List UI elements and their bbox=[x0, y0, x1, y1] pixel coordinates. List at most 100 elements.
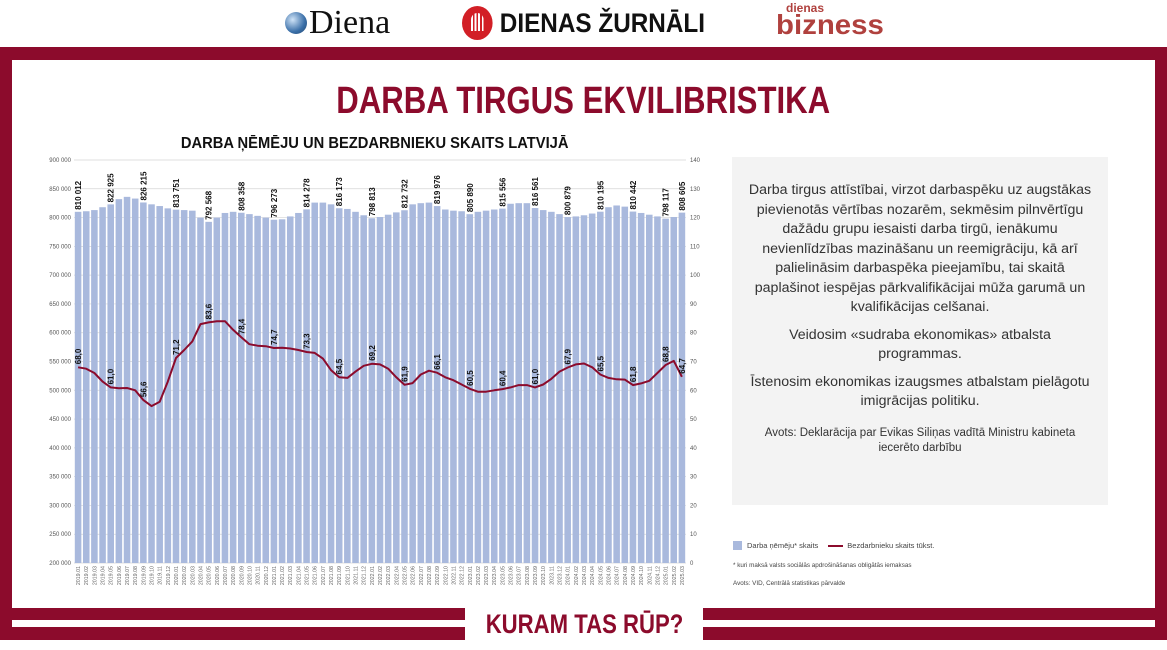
x-tick-label: 2021.12 bbox=[362, 566, 368, 585]
x-tick-label: 2022.06 bbox=[411, 566, 417, 585]
bar-data-label: 816 561 bbox=[531, 177, 540, 206]
bar-data-label: 798 117 bbox=[662, 188, 671, 217]
x-tick-label: 2021.03 bbox=[288, 566, 294, 585]
x-tick-label: 2022.09 bbox=[435, 566, 441, 585]
bar-data-label: 810 442 bbox=[629, 180, 638, 209]
bar bbox=[515, 203, 522, 563]
bar bbox=[213, 217, 221, 564]
bar bbox=[393, 212, 400, 563]
bar bbox=[523, 203, 531, 563]
bar bbox=[654, 216, 661, 564]
y-right-tick-label: 80 bbox=[690, 331, 697, 337]
bar bbox=[99, 207, 106, 564]
x-tick-label: 2019.03 bbox=[92, 566, 98, 585]
y-right-tick-label: 140 bbox=[690, 158, 701, 164]
bar bbox=[417, 203, 425, 563]
x-tick-label: 2023.11 bbox=[549, 566, 555, 585]
x-tick-label: 2019.10 bbox=[150, 566, 156, 585]
bar bbox=[425, 202, 433, 564]
x-tick-label: 2020.04 bbox=[198, 566, 204, 585]
x-tick-label: 2019.12 bbox=[166, 566, 172, 585]
unemployment-line bbox=[77, 320, 683, 408]
textbox-source: Avots: Deklarācija par Evikas Siliņas va… bbox=[764, 426, 1076, 454]
x-tick-label: 2022.01 bbox=[370, 566, 376, 585]
x-tick-label: 2024.12 bbox=[655, 566, 661, 585]
y-right-tick-label: 70 bbox=[690, 360, 697, 366]
bar bbox=[82, 211, 90, 563]
bar-data-label: 792 568 bbox=[205, 190, 214, 219]
y-left-tick-label: 900 000 bbox=[49, 158, 71, 164]
x-tick-label: 2024.11 bbox=[647, 566, 653, 585]
bar bbox=[295, 212, 302, 564]
legend-swatch-line bbox=[828, 544, 844, 547]
bar bbox=[490, 209, 498, 564]
bar bbox=[311, 202, 318, 564]
bar bbox=[548, 211, 555, 564]
x-tick-label: 2020.07 bbox=[223, 566, 229, 585]
chart-source: Avots: VID, Centrālā statistikas pārvald… bbox=[733, 580, 846, 587]
y-left-tick-label: 700 000 bbox=[49, 273, 71, 279]
bar bbox=[197, 217, 204, 564]
x-tick-label: 2021.01 bbox=[272, 566, 278, 585]
legend-swatch-bars bbox=[733, 541, 742, 550]
x-tick-label: 2022.08 bbox=[427, 566, 433, 585]
y-right-tick-label: 90 bbox=[690, 302, 697, 308]
bar bbox=[123, 196, 131, 564]
textbox-paragraph: Darba tirgus attīstībai, virzot darbaspē… bbox=[748, 182, 1092, 315]
bar bbox=[270, 219, 278, 564]
x-tick-label: 2021.10 bbox=[345, 566, 351, 585]
bar-data-label: 808 358 bbox=[237, 181, 246, 210]
line-data-label: 61,0 bbox=[531, 368, 540, 384]
diena-logo: Diena bbox=[285, 4, 390, 42]
bar bbox=[572, 216, 580, 564]
line-data-label: 61,8 bbox=[629, 366, 638, 382]
x-tick-label: 2022.07 bbox=[419, 566, 425, 585]
x-tick-label: 2019.04 bbox=[101, 566, 107, 585]
x-tick-label: 2019.08 bbox=[133, 566, 139, 585]
bar bbox=[580, 215, 588, 564]
x-tick-label: 2020.12 bbox=[264, 566, 270, 585]
bar bbox=[262, 217, 270, 564]
x-tick-label: 2021.04 bbox=[296, 566, 302, 585]
bar bbox=[662, 218, 669, 563]
textbox-paragraph: Veidosim «sudraba ekonomikas» atbalsta p… bbox=[789, 326, 1051, 363]
bar bbox=[384, 214, 392, 563]
x-tick-label: 2019.11 bbox=[158, 566, 164, 585]
bar bbox=[352, 211, 359, 564]
y-right-tick-label: 0 bbox=[690, 561, 694, 567]
line-data-label: 68,8 bbox=[662, 346, 671, 362]
bar bbox=[670, 216, 678, 563]
y-right-tick-label: 100 bbox=[690, 273, 701, 279]
line-data-label: 68,0 bbox=[74, 348, 83, 364]
y-left-tick-label: 200 000 bbox=[49, 561, 71, 567]
page-title: DARBA TIRGUS EKVILIBRISTIKA bbox=[336, 80, 831, 122]
bar bbox=[303, 209, 310, 563]
line-data-label: 78,4 bbox=[237, 318, 246, 334]
line-data-label: 67,9 bbox=[564, 348, 573, 364]
bar bbox=[605, 207, 612, 564]
line-data-label: 61,0 bbox=[107, 368, 116, 384]
bar bbox=[629, 211, 637, 563]
x-tick-label: 2023.10 bbox=[541, 566, 547, 585]
bar bbox=[74, 211, 82, 563]
line-data-label: 64,5 bbox=[335, 358, 344, 374]
bar-data-label: 813 751 bbox=[172, 178, 181, 207]
bar bbox=[613, 205, 620, 563]
x-tick-label: 2020.10 bbox=[247, 566, 253, 585]
bar bbox=[401, 210, 408, 563]
x-tick-label: 2020.01 bbox=[174, 566, 180, 585]
x-tick-label: 2021.07 bbox=[321, 566, 327, 585]
y-left-tick-label: 400 000 bbox=[49, 446, 71, 452]
bar bbox=[433, 206, 441, 563]
x-tick-label: 2020.05 bbox=[207, 566, 213, 585]
y-right-tick-label: 50 bbox=[690, 417, 697, 423]
bar bbox=[278, 219, 286, 563]
x-tick-label: 2019.05 bbox=[109, 566, 115, 585]
bar bbox=[91, 210, 98, 563]
bar bbox=[180, 210, 188, 563]
x-tick-label: 2022.03 bbox=[386, 566, 392, 585]
x-tick-label: 2021.05 bbox=[305, 566, 311, 585]
x-tick-label: 2023.02 bbox=[476, 566, 482, 585]
x-tick-label: 2024.03 bbox=[582, 566, 588, 585]
bar bbox=[360, 215, 367, 564]
